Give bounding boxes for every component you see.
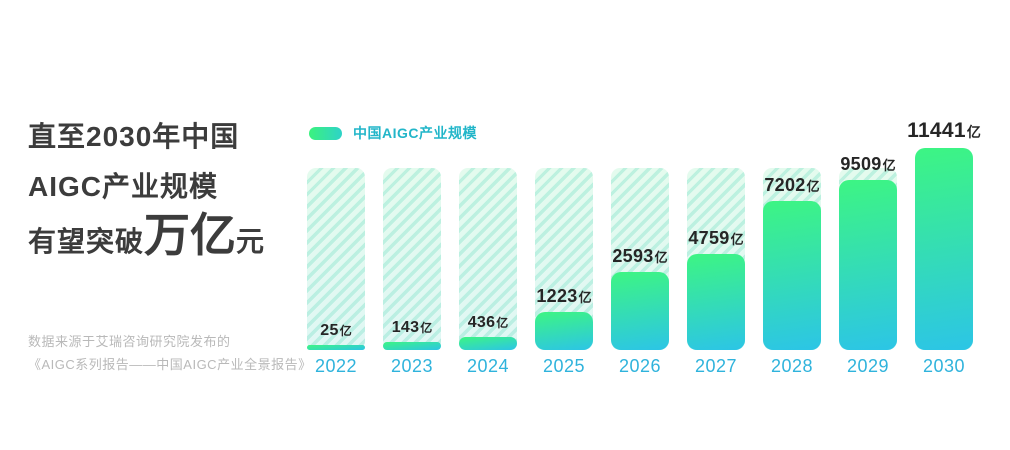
bar-value-label-2029: 9509亿: [840, 154, 895, 175]
bar-value-label-2025: 1223亿: [536, 286, 591, 307]
bar-value-number: 25: [320, 322, 339, 339]
x-axis-label-2022: 2022: [314, 356, 358, 376]
bar-2025: [535, 312, 593, 350]
bar-column-2023: 143亿 2023: [383, 168, 441, 376]
bar-value-unit: 亿: [339, 324, 352, 338]
bar-value-label-2028: 7202亿: [764, 175, 819, 196]
data-source-note: 数据来源于艾瑞咨询研究院发布的 《AIGC系列报告——中国AIGC产业全景报告》: [28, 330, 312, 376]
bar-2027: [687, 254, 745, 350]
x-axis-label-2026: 2026: [618, 356, 662, 376]
x-axis-label-2029: 2029: [846, 356, 890, 376]
bar-value-number: 7202: [764, 175, 806, 195]
page-title: 直至2030年中国 AIGC产业规模 有望突破万亿元: [28, 112, 265, 267]
bar-value-number: 1223: [536, 286, 578, 306]
bar-2023: [383, 342, 441, 350]
title-line-3-prefix: 有望突破: [28, 226, 145, 257]
bar-2022: [307, 345, 365, 350]
title-line-1: 直至2030年中国: [28, 121, 240, 152]
bar-column-2028: 7202亿 2028: [763, 168, 821, 376]
bar-2026: [611, 272, 669, 350]
bar-column-2027: 4759亿 2027: [687, 168, 745, 376]
legend-swatch-icon: [309, 126, 342, 140]
bar-track: [383, 168, 441, 350]
bar-value-number: 436: [467, 314, 496, 331]
x-axis-label-2027: 2027: [694, 356, 738, 376]
bar-column-2026: 2593亿 2026: [611, 168, 669, 376]
bar-value-unit: 亿: [496, 316, 509, 330]
x-axis-label-2024: 2024: [466, 356, 510, 376]
title-line-2: AIGC产业规模: [28, 171, 219, 202]
bar-value-unit: 亿: [420, 321, 433, 335]
bar-2030: [915, 148, 973, 350]
bar-value-unit: 亿: [578, 290, 592, 305]
x-axis-label-2025: 2025: [542, 356, 586, 376]
bar-2029: [839, 180, 897, 350]
x-axis-label-2028: 2028: [770, 356, 814, 376]
bar-value-number: 2593: [612, 246, 654, 266]
bar-value-label-2030: 11441亿: [907, 119, 981, 143]
bar-value-number: 143: [391, 319, 420, 336]
bar-chart: 25亿 2022 143亿 2023 436亿 2024 1223亿 2025 2593亿 202…: [307, 119, 981, 376]
bar-value-unit: 亿: [654, 250, 668, 265]
bar-value-number: 9509: [840, 154, 882, 174]
bar-value-unit: 亿: [730, 232, 744, 247]
source-line-2: 《AIGC系列报告——中国AIGC产业全景报告》: [28, 357, 312, 372]
title-line-3: 有望突破万亿元: [28, 212, 265, 267]
x-axis-label-2030: 2030: [922, 356, 966, 376]
title-line-3-suffix: 元: [236, 226, 266, 257]
bar-value-unit: 亿: [882, 158, 896, 173]
bar-track: [307, 168, 365, 350]
bar-value-unit: 亿: [966, 124, 981, 140]
bar-value-number: 4759: [688, 228, 730, 248]
bar-value-label-2027: 4759亿: [688, 228, 743, 249]
bar-column-2024: 436亿 2024: [459, 168, 517, 376]
bar-value-label-2024: 436亿: [468, 314, 509, 332]
bar-2028: [763, 201, 821, 350]
chart-legend: 中国AIGC产业规模: [309, 123, 477, 143]
bar-track: [459, 168, 517, 350]
bar-value-label-2023: 143亿: [392, 319, 433, 337]
bar-column-2029: 9509亿 2029: [839, 154, 897, 376]
bar-value-label-2026: 2593亿: [612, 246, 667, 267]
bar-column-2022: 25亿 2022: [307, 168, 365, 376]
bar-2024: [459, 337, 517, 350]
title-emphasis: 万亿: [144, 209, 237, 261]
bar-value-number: 11441: [907, 119, 966, 142]
bar-column-2030: 11441亿 2030: [907, 119, 981, 376]
source-line-1: 数据来源于艾瑞咨询研究院发布的: [28, 334, 231, 349]
bar-column-2025: 1223亿 2025: [535, 168, 593, 376]
x-axis-label-2023: 2023: [390, 356, 434, 376]
bar-value-label-2022: 25亿: [320, 322, 351, 340]
legend-label: 中国AIGC产业规模: [353, 125, 477, 141]
bar-value-unit: 亿: [806, 179, 820, 194]
